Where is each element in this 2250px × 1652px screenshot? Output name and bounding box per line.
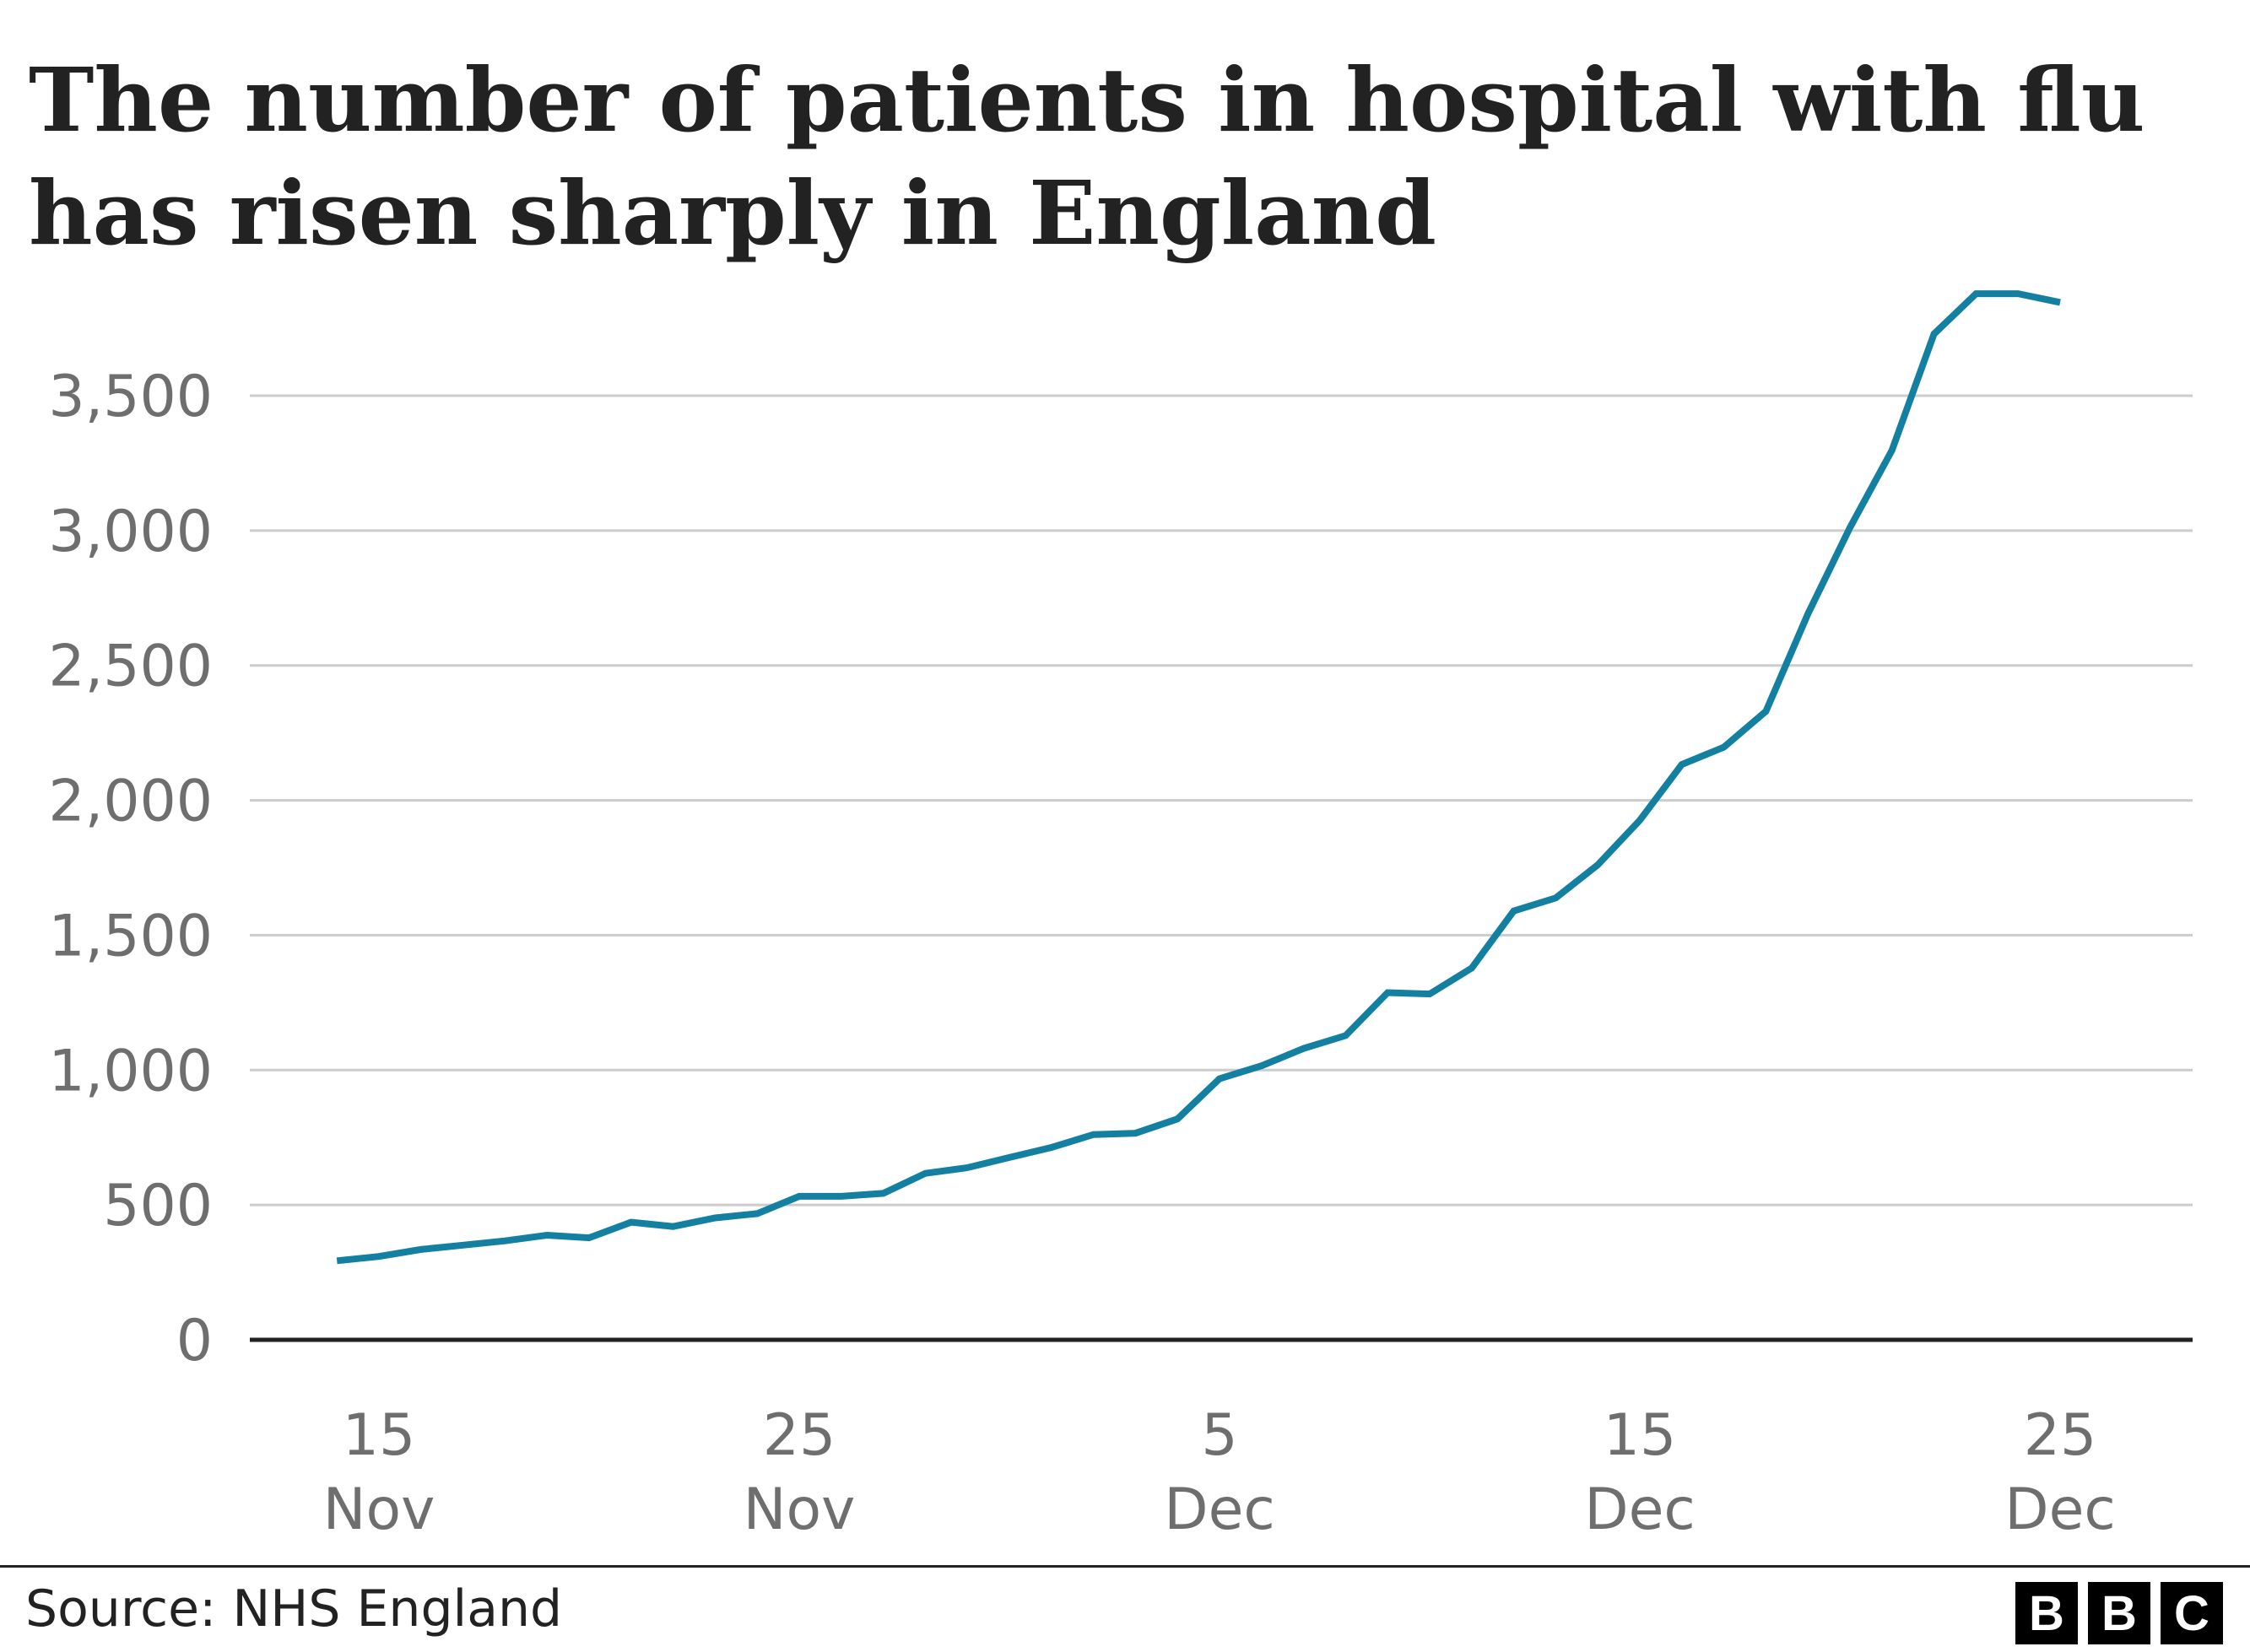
y-tick-label: 2,500 (48, 634, 213, 700)
logo-letter: B (2015, 1582, 2078, 1644)
x-tick-label-month: Nov (323, 1477, 435, 1543)
y-tick-label: 1,500 (48, 903, 213, 969)
y-tick-label: 0 (176, 1308, 213, 1374)
x-tick-label-day: 25 (2024, 1402, 2097, 1469)
y-tick-label: 3,500 (48, 364, 213, 430)
x-tick-label-month: Nov (744, 1477, 856, 1543)
x-tick-label-month: Dec (1164, 1477, 1275, 1543)
y-tick-label: 2,000 (48, 769, 213, 835)
y-axis-ticks: 0 500 1,000 1,500 2,000 2,500 3,000 3,500 (48, 364, 213, 1374)
logo-letter: B (2088, 1582, 2150, 1644)
x-tick-label-month: Dec (1584, 1477, 1696, 1543)
y-tick-label: 500 (103, 1173, 213, 1239)
footer-divider (0, 1565, 2250, 1568)
x-tick-label-day: 25 (763, 1402, 836, 1469)
gridlines (250, 394, 2193, 1342)
series-layer (336, 290, 2061, 1265)
y-tick-label: 3,000 (48, 499, 213, 565)
x-axis-ticks: 15 Nov 25 Nov 5 Dec 15 Dec 25 Dec (323, 1402, 2116, 1543)
x-tick-label-day: 15 (343, 1402, 416, 1469)
logo-letter: C (2161, 1582, 2223, 1644)
chart-title: The number of patients in hospital with … (29, 48, 2145, 265)
source-note: Source: NHS England (25, 1579, 563, 1639)
bbc-logo: B B C (2015, 1582, 2223, 1644)
series-line (336, 290, 2061, 1265)
x-tick-label-month: Dec (2004, 1477, 2116, 1543)
x-tick-label-day: 15 (1604, 1402, 1677, 1469)
x-tick-label-day: 5 (1201, 1402, 1237, 1469)
y-tick-label: 1,000 (48, 1038, 213, 1104)
